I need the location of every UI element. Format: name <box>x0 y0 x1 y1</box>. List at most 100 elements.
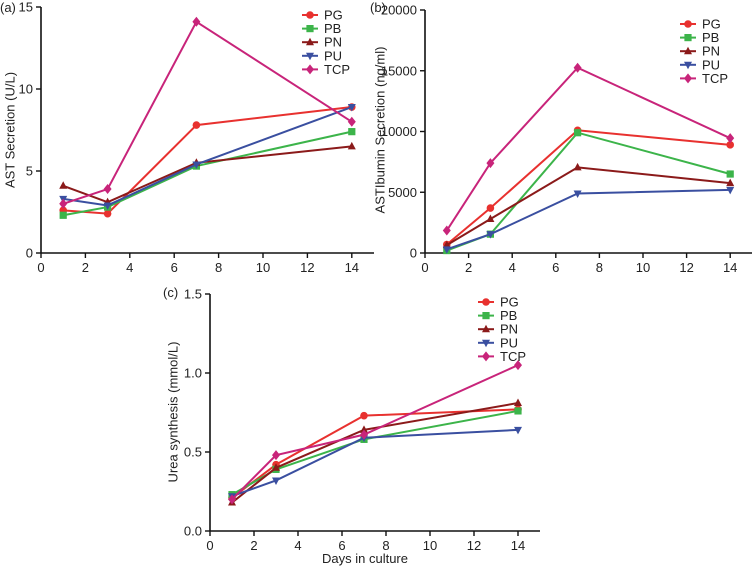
data-point-pg <box>192 121 201 129</box>
series-line-pb <box>63 130 353 217</box>
legend-marker <box>306 37 314 46</box>
data-point-pn <box>486 214 495 222</box>
legend-marker <box>306 64 314 75</box>
legend-marker <box>482 298 490 306</box>
legend-label: PN <box>500 322 518 337</box>
legend-label: PN <box>324 35 342 50</box>
data-point-tcp <box>228 494 236 505</box>
legend-label: PN <box>702 44 720 59</box>
y-tick-label: 5000 <box>388 185 417 200</box>
series-pb <box>228 407 522 499</box>
legend-marker <box>482 351 490 362</box>
data-point-pu <box>486 231 495 239</box>
y-tick-label: 1.0 <box>184 366 202 381</box>
data-point-pb <box>514 407 522 415</box>
data-point-pn <box>442 240 451 249</box>
series-pu <box>442 186 735 254</box>
x-tick-label: 2 <box>82 260 89 275</box>
legend-marker <box>684 46 692 55</box>
data-point-pn <box>726 178 735 187</box>
data-point-pn <box>59 181 68 189</box>
series-tcp <box>442 62 735 236</box>
series-line-pg <box>446 129 731 246</box>
x-tick-label: 10 <box>636 260 650 275</box>
chart-panel-c: 0.0 0.5 1.0 1.5 0 2 4 6 8 10 12 14 (c) Urea synthesis… <box>163 285 540 566</box>
data-point-tcp <box>514 360 522 371</box>
chart-panel-a: 0 5 10 15 0 2 4 6 8 10 12 14 (a) AST Secretion (U/L) P… <box>0 0 374 275</box>
data-point-pn <box>272 463 280 471</box>
data-point-tcp <box>360 429 368 440</box>
legend-marker <box>306 52 314 61</box>
data-point-tcp <box>442 225 451 236</box>
x-tick-label: 4 <box>509 260 516 275</box>
x-tick-label: 2 <box>465 260 472 275</box>
series-line-pu <box>446 188 731 251</box>
data-point-tcp <box>103 184 112 195</box>
data-point-pu <box>192 161 201 169</box>
data-point-pn <box>573 162 582 171</box>
legend-marker <box>684 73 692 84</box>
series-pu <box>228 426 522 501</box>
data-point-tcp <box>192 16 201 27</box>
x-tick-label: 0 <box>206 538 213 553</box>
legend-label: PU <box>702 57 720 72</box>
x-tick-label: 6 <box>171 260 178 275</box>
series-pg <box>228 405 522 502</box>
series-pn <box>442 162 735 249</box>
legend-label: PG <box>500 295 519 310</box>
legend-label: PU <box>500 335 518 350</box>
series-line-tcp <box>62 20 353 205</box>
data-point-tcp <box>59 198 68 209</box>
data-point-pu <box>573 190 582 198</box>
series-line-pn <box>446 166 731 246</box>
data-point-pu <box>442 246 451 254</box>
data-point-tcp <box>347 116 356 127</box>
legend-marker <box>306 11 314 19</box>
x-tick-label: 10 <box>423 538 437 553</box>
panel-label: (a) <box>0 0 16 15</box>
legend-label: PB <box>500 308 517 323</box>
series-line-tcp <box>445 66 731 232</box>
data-point-pu <box>272 477 280 485</box>
data-point-pu <box>726 186 735 195</box>
x-tick-label: 2 <box>250 538 257 553</box>
y-tick-label: 0.0 <box>184 524 202 539</box>
x-tick-label: 4 <box>126 260 133 275</box>
data-point-pn <box>360 425 368 433</box>
y-tick-label: 10000 <box>381 124 417 139</box>
legend-marker <box>306 25 314 33</box>
y-tick-label: 0 <box>410 246 417 261</box>
data-point-tcp <box>726 133 735 144</box>
data-point-pg <box>726 141 734 149</box>
y-axis-label: AST Secretion (U/L) <box>3 72 18 188</box>
data-point-pg <box>103 209 112 218</box>
series-line-pn <box>231 402 519 504</box>
data-point-pu <box>103 202 112 210</box>
y-tick-label: 10 <box>19 82 33 97</box>
x-tick-label: 12 <box>467 538 481 553</box>
legend-marker <box>684 34 692 42</box>
y-tick-label: 15 <box>19 0 33 15</box>
legend-label: PU <box>324 48 342 63</box>
legend-marker <box>482 324 490 333</box>
legend-label: PG <box>324 8 343 23</box>
x-tick-label: 10 <box>256 260 270 275</box>
y-tick-label: 20000 <box>381 3 417 18</box>
legend-marker <box>482 312 490 320</box>
series-tcp <box>59 16 356 209</box>
data-point-pn <box>347 141 356 150</box>
x-tick-label: 6 <box>338 538 345 553</box>
y-tick-label: 5 <box>26 164 33 179</box>
x-tick-label: 0 <box>421 260 428 275</box>
series-line-tcp <box>231 364 519 501</box>
series-pn <box>59 141 356 206</box>
data-point-tcp <box>573 62 582 73</box>
legend-label: TCP <box>702 71 728 86</box>
legend-label: PB <box>324 21 341 36</box>
legend-marker <box>482 339 490 348</box>
data-point-pu <box>514 426 522 435</box>
x-tick-label: 12 <box>679 260 693 275</box>
